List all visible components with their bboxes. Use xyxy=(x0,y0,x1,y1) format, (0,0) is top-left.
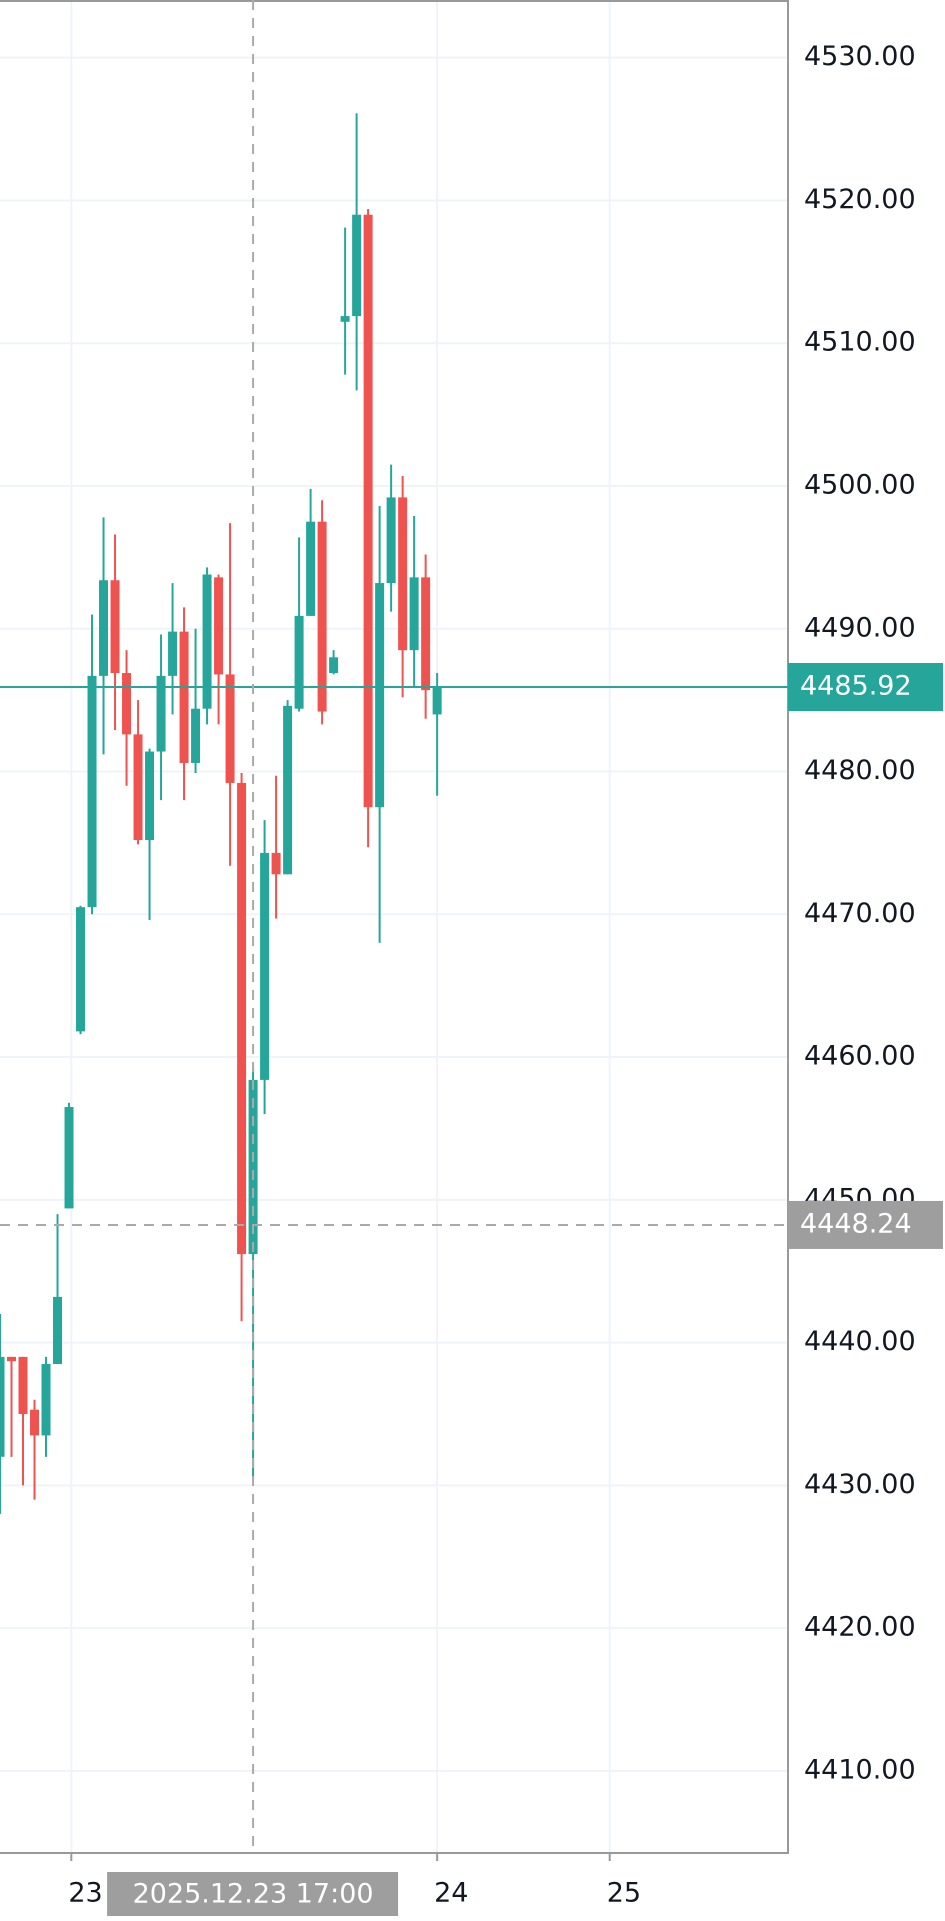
candle-body xyxy=(329,657,339,674)
candle-body xyxy=(110,580,120,674)
crosshair-price-label: 4448.24 xyxy=(800,1208,912,1239)
candle-body xyxy=(375,583,385,808)
candle-body xyxy=(133,734,143,841)
candle-body xyxy=(260,852,270,1080)
crosshair-price-box xyxy=(788,1200,943,1249)
candle-body xyxy=(191,708,201,763)
x-tick-label: 24 xyxy=(434,1878,468,1909)
candle-body xyxy=(317,521,327,712)
candle-body xyxy=(398,497,408,651)
candle-body xyxy=(225,674,235,783)
y-tick-label: 4410.00 xyxy=(804,1754,916,1785)
candle-body xyxy=(271,852,281,875)
candle-body xyxy=(30,1409,40,1436)
candle-body xyxy=(53,1296,63,1365)
candle-body xyxy=(7,1356,17,1362)
candle-body xyxy=(168,631,178,676)
candle-body xyxy=(87,675,97,908)
y-tick-label: 4480.00 xyxy=(804,755,916,786)
candle-body xyxy=(386,497,396,584)
candle-body xyxy=(340,316,350,322)
candle-body xyxy=(64,1107,74,1209)
y-tick-label: 4490.00 xyxy=(804,612,916,643)
y-tick-label: 4520.00 xyxy=(804,184,916,215)
candle-body xyxy=(122,673,132,735)
y-tick-label: 4500.00 xyxy=(804,469,916,500)
candle-body xyxy=(0,1356,5,1457)
candle-body xyxy=(363,214,373,808)
x-tick-label: 25 xyxy=(607,1878,641,1909)
y-tick-label: 4460.00 xyxy=(804,1041,916,1072)
y-tick-label: 4440.00 xyxy=(804,1326,916,1357)
candle-body xyxy=(409,577,419,651)
candle-body xyxy=(306,521,316,616)
candle-body xyxy=(283,705,293,875)
candle-body xyxy=(202,574,212,709)
x-tick-label: 23 xyxy=(68,1878,102,1909)
candle-body xyxy=(432,687,442,715)
candle-body xyxy=(41,1364,51,1436)
candle-body xyxy=(156,675,166,752)
y-tick-label: 4470.00 xyxy=(804,898,916,929)
y-tick-label: 4420.00 xyxy=(804,1612,916,1643)
plot-frame xyxy=(0,0,789,1854)
candle-body xyxy=(237,782,247,1255)
crosshair-time-label: 2025.12.23 17:00 xyxy=(133,1879,374,1910)
crosshair-time-box xyxy=(107,1872,399,1916)
candle-body xyxy=(421,577,431,691)
y-tick-label: 4530.00 xyxy=(804,41,916,72)
y-tick-label: 4510.00 xyxy=(804,327,916,358)
candle-body xyxy=(76,907,86,1032)
candle-body xyxy=(214,577,224,675)
candle-body xyxy=(352,214,362,317)
y-tick-label: 4430.00 xyxy=(804,1469,916,1500)
candle-body xyxy=(145,751,155,841)
candle-body xyxy=(248,1079,258,1255)
candle-body xyxy=(179,631,189,763)
last-price-label: 4485.92 xyxy=(800,671,912,702)
candle-body xyxy=(294,615,304,709)
candle-body xyxy=(99,580,109,676)
candle-body xyxy=(18,1356,28,1414)
last-price-box xyxy=(788,663,943,712)
